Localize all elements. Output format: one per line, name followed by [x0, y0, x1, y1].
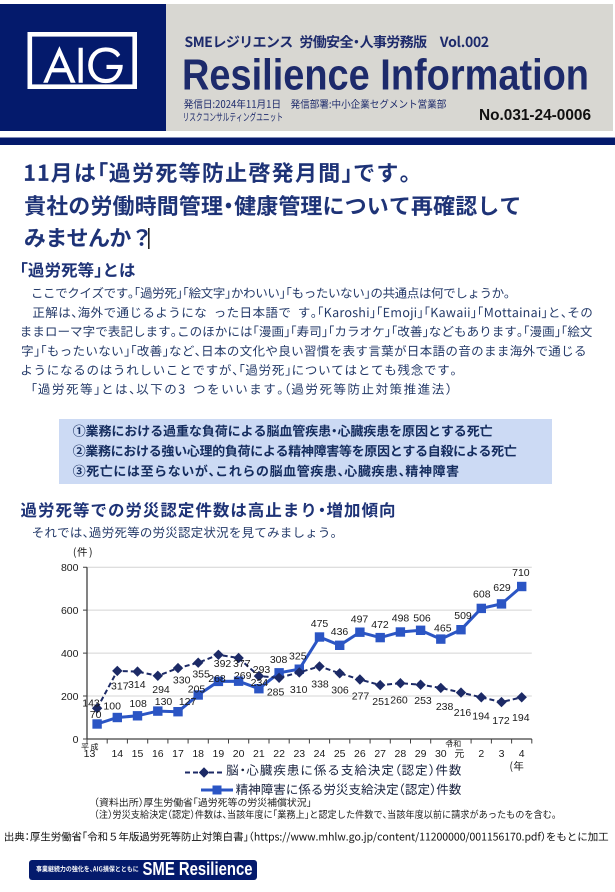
svg-text:325: 325 — [289, 651, 307, 663]
svg-text:400: 400 — [61, 648, 79, 660]
svg-text:377: 377 — [233, 658, 251, 670]
svg-text:70: 70 — [90, 709, 102, 721]
svg-text:293: 293 — [253, 664, 271, 676]
svg-text:28: 28 — [395, 748, 407, 760]
svg-text:172: 172 — [492, 715, 510, 727]
svg-text:2: 2 — [478, 748, 484, 760]
svg-text:310: 310 — [290, 684, 308, 696]
svg-text:475: 475 — [311, 618, 329, 630]
svg-text:No.031-24-0006: No.031-24-0006 — [479, 107, 591, 124]
svg-text:4: 4 — [519, 748, 525, 760]
svg-text:26: 26 — [354, 748, 366, 760]
svg-text:317: 317 — [111, 680, 129, 692]
svg-text:260: 260 — [390, 694, 408, 706]
svg-text:200: 200 — [61, 691, 79, 703]
svg-text:14: 14 — [111, 748, 123, 760]
svg-text:497: 497 — [351, 613, 369, 625]
svg-text:205: 205 — [188, 683, 206, 695]
svg-text:472: 472 — [371, 619, 389, 631]
svg-text:436: 436 — [331, 626, 349, 638]
svg-text:130: 130 — [155, 696, 173, 708]
svg-text:234: 234 — [251, 677, 269, 689]
svg-text:19: 19 — [213, 748, 225, 760]
svg-text:330: 330 — [173, 675, 191, 687]
svg-text:23: 23 — [293, 748, 305, 760]
svg-text:710: 710 — [512, 567, 530, 579]
svg-text:15: 15 — [132, 748, 144, 760]
svg-text:21: 21 — [253, 748, 265, 760]
svg-text:629: 629 — [493, 582, 511, 594]
svg-text:294: 294 — [152, 684, 170, 696]
svg-text:16: 16 — [152, 748, 164, 760]
svg-text:465: 465 — [434, 623, 452, 635]
svg-text:269: 269 — [234, 670, 252, 682]
svg-text:251: 251 — [372, 696, 390, 708]
svg-text:143: 143 — [82, 698, 100, 710]
svg-text:216: 216 — [454, 707, 472, 719]
svg-text:29: 29 — [415, 748, 427, 760]
svg-text:338: 338 — [311, 679, 329, 691]
svg-text:498: 498 — [392, 612, 410, 624]
svg-text:600: 600 — [61, 605, 79, 617]
svg-text:18: 18 — [192, 748, 204, 760]
svg-text:30: 30 — [435, 748, 447, 760]
svg-text:308: 308 — [270, 654, 288, 666]
svg-text:100: 100 — [103, 701, 121, 713]
svg-text:194: 194 — [472, 711, 490, 723]
svg-text:506: 506 — [413, 613, 431, 625]
svg-text:608: 608 — [473, 589, 491, 601]
svg-text:277: 277 — [352, 690, 370, 702]
svg-text:20: 20 — [233, 748, 245, 760]
svg-text:392: 392 — [214, 658, 232, 670]
svg-text:268: 268 — [208, 673, 226, 685]
svg-text:108: 108 — [129, 698, 147, 710]
svg-text:238: 238 — [436, 701, 454, 713]
svg-text:Resilience Information: Resilience Information — [182, 51, 589, 100]
svg-text:306: 306 — [331, 685, 349, 697]
svg-text:13: 13 — [84, 748, 96, 760]
svg-text:127: 127 — [179, 696, 197, 708]
svg-text:SME Resilience: SME Resilience — [143, 859, 253, 879]
svg-text:314: 314 — [128, 679, 146, 691]
svg-text:25: 25 — [334, 748, 346, 760]
svg-text:27: 27 — [374, 748, 386, 760]
svg-text:17: 17 — [172, 748, 184, 760]
svg-text:509: 509 — [454, 610, 472, 622]
svg-text:0: 0 — [73, 734, 79, 746]
svg-text:3: 3 — [499, 748, 505, 760]
svg-text:253: 253 — [414, 695, 432, 707]
svg-text:800: 800 — [61, 562, 79, 574]
svg-text:194: 194 — [512, 712, 530, 724]
svg-text:22: 22 — [273, 748, 285, 760]
svg-text:24: 24 — [314, 748, 326, 760]
svg-text:285: 285 — [267, 686, 285, 698]
svg-text:355: 355 — [192, 669, 210, 681]
